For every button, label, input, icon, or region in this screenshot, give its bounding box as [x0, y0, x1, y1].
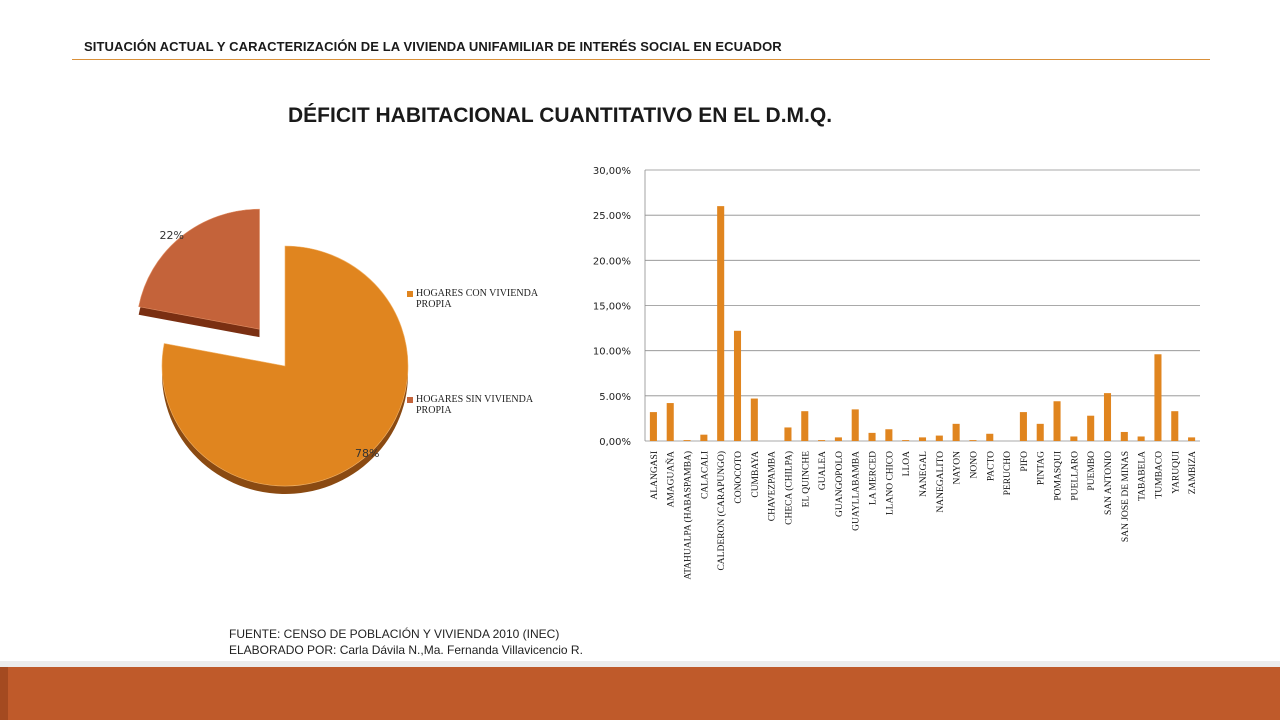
bar — [1019, 412, 1027, 441]
x-tick-label: TUMBACO — [1154, 451, 1164, 499]
bar — [1053, 401, 1061, 441]
bar — [733, 330, 742, 441]
footer-bar-edge — [0, 667, 8, 720]
x-tick-label: EL QUINCHE — [801, 451, 811, 508]
x-tick-label: PERUCHO — [1003, 451, 1013, 495]
pie-label-own: 78% — [355, 447, 379, 460]
bar — [1103, 393, 1112, 441]
source-line-1: FUENTE: CENSO DE POBLACIÓN Y VIVIENDA 20… — [229, 627, 560, 641]
y-tick-label: 25.00% — [593, 211, 631, 222]
x-tick-label: ZAMBIZA — [1188, 451, 1198, 494]
bar — [1188, 437, 1196, 441]
x-tick-label: TABABELA — [1138, 451, 1148, 501]
x-tick-label: NAYON — [953, 451, 963, 485]
bar — [683, 440, 691, 441]
page-title: DÉFICIT HABITACIONAL CUANTITATIVO EN EL … — [288, 104, 833, 127]
y-tick-label: 15,00% — [593, 302, 631, 313]
x-tick-label: GUAYLLABAMBA — [852, 451, 862, 531]
bar — [902, 440, 910, 441]
x-tick-label: NANEGALITO — [936, 451, 946, 513]
x-tick-label: PUELLARO — [1070, 451, 1080, 501]
bar — [750, 398, 758, 441]
bar — [935, 435, 943, 441]
bar — [649, 412, 657, 441]
x-tick-label: ATAHUALPA (HABASPAMBA) — [683, 451, 694, 580]
x-tick-label: LLANO CHICO — [885, 451, 895, 515]
x-tick-label: PIFO — [1020, 451, 1030, 472]
pie-slice-no-own — [138, 208, 260, 330]
bar — [784, 427, 792, 441]
x-tick-label: LA MERCED — [869, 451, 879, 505]
x-tick-label: GUALEA — [818, 451, 828, 490]
bar — [868, 432, 876, 441]
footer-strip — [0, 661, 1280, 667]
legend-swatch-own — [407, 291, 413, 297]
x-tick-label: NANEGAL — [919, 451, 929, 497]
bar — [851, 409, 859, 441]
x-tick-label: ALANGASI — [650, 451, 660, 500]
source-line-2: ELABORADO POR: Carla Dávila N.,Ma. Ferna… — [229, 643, 583, 657]
bar — [986, 433, 994, 441]
bar-chart: 0,00% 5.00% 10.00% 15,00% 20.00% 25.00% 30,00%… — [593, 166, 1200, 580]
x-tick-label: SAN ANTONIO — [1104, 451, 1114, 515]
bar — [717, 206, 725, 441]
bar — [969, 440, 977, 441]
y-tick-label: 30,00% — [593, 166, 631, 177]
pie-slice-own — [161, 245, 409, 487]
x-tick-label: POMASQUI — [1054, 451, 1064, 501]
bar — [801, 411, 809, 441]
footer-bar — [0, 667, 1280, 720]
x-tick-label: CONOCOTO — [734, 451, 744, 504]
bar — [700, 434, 708, 441]
x-tick-label: PINTAG — [1037, 451, 1047, 485]
pie-label-no-own: 22% — [160, 229, 184, 242]
header-text: SITUACIÓN ACTUAL Y CARACTERIZACIÓN DE LA… — [84, 39, 782, 54]
legend-label-no-own: HOGARES SIN VIVIENDA PROPIA — [416, 394, 533, 416]
bar — [1171, 411, 1179, 441]
legend-swatch-no-own — [407, 397, 413, 403]
pie-chart: 78% 22% — [138, 208, 409, 494]
y-tick-label: 20.00% — [593, 256, 631, 267]
x-tick-label: LLOA — [902, 451, 912, 476]
bar — [834, 437, 842, 441]
y-tick-label: 5.00% — [599, 392, 631, 403]
x-tick-label: GUANGOPOLO — [835, 451, 845, 517]
x-tick-label: CHAVEZPAMBA — [768, 451, 778, 521]
bar — [918, 437, 927, 441]
x-tick-label: CHECA (CHILPA) — [783, 451, 794, 525]
x-tick-label: AMAGUAÑA — [665, 451, 677, 508]
legend-label-own: HOGARES CON VIVIENDA PROPIA — [416, 288, 538, 310]
bar — [1036, 423, 1044, 441]
bar — [952, 423, 960, 441]
bar — [1120, 431, 1128, 441]
source-note: FUENTE: CENSO DE POBLACIÓN Y VIVIENDA 20… — [229, 626, 583, 658]
x-tick-label: SAN JOSE DE MINAS — [1121, 451, 1131, 542]
bar — [1137, 436, 1145, 441]
bar — [818, 440, 826, 441]
x-tick-label: CALDERON (CARAPUNGO) — [716, 451, 727, 571]
x-tick-label: NONO — [969, 451, 979, 479]
x-tick-label: PACTO — [986, 451, 996, 481]
bar — [1154, 354, 1162, 441]
x-tick-label: YARUQUI — [1171, 451, 1181, 494]
y-tick-label: 0,00% — [599, 437, 631, 448]
x-tick-label: CUMBAYA — [751, 451, 761, 498]
bar — [885, 429, 893, 441]
x-tick-label: CALACALI — [700, 451, 710, 499]
bar — [1087, 415, 1095, 441]
bar — [1070, 436, 1078, 441]
header-rule — [72, 59, 1210, 60]
bar — [666, 403, 674, 441]
x-tick-label: PUEMBO — [1087, 451, 1097, 491]
y-tick-label: 10.00% — [593, 347, 631, 358]
